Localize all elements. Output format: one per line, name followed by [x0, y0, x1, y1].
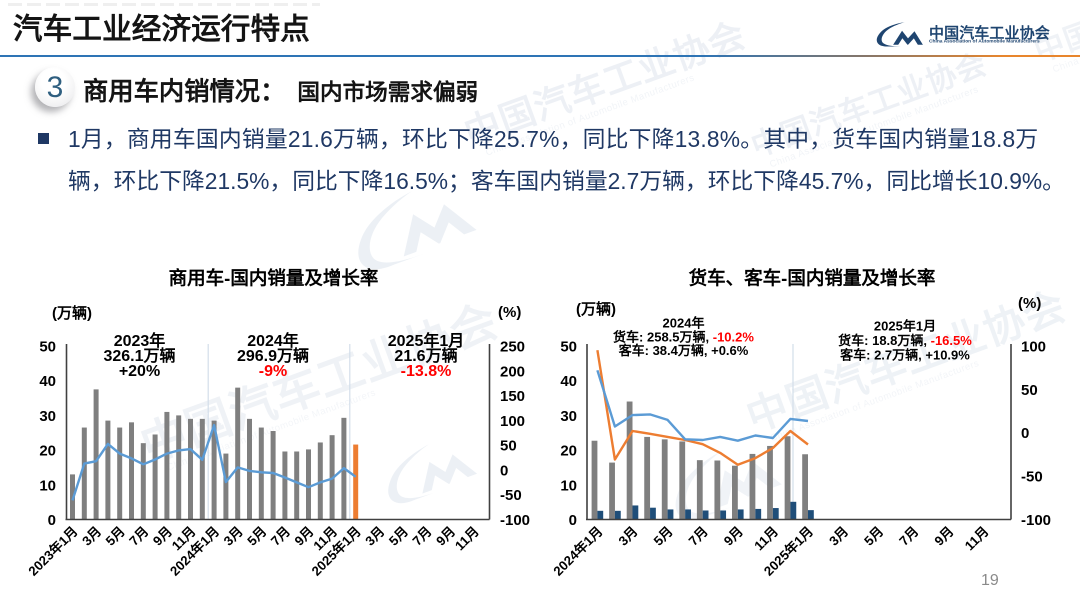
- svg-text:7月: 7月: [268, 524, 293, 549]
- svg-text:7月: 7月: [126, 524, 151, 549]
- svg-text:客车: 2.7万辆, +10.9%: 客车: 2.7万辆, +10.9%: [840, 348, 970, 363]
- svg-text:19: 19: [981, 572, 999, 589]
- svg-text:50: 50: [500, 438, 517, 455]
- svg-text:50: 50: [1021, 382, 1038, 399]
- svg-text:+20%: +20%: [119, 363, 160, 380]
- svg-text:-100: -100: [1021, 512, 1051, 529]
- svg-text:20: 20: [560, 443, 577, 460]
- svg-text:11月: 11月: [962, 524, 992, 554]
- svg-text:11月: 11月: [751, 524, 781, 554]
- svg-text:-9%: -9%: [259, 363, 287, 380]
- svg-text:商用车-国内销量及增长率: 商用车-国内销量及增长率: [169, 268, 379, 289]
- svg-text:100: 100: [1021, 339, 1046, 356]
- svg-text:40: 40: [560, 373, 577, 390]
- svg-text:11月: 11月: [452, 524, 482, 554]
- svg-text:货车: 258.5万辆, -10.2%: 货车: 258.5万辆, -10.2%: [613, 329, 754, 344]
- svg-text:10: 10: [560, 477, 577, 494]
- svg-text:7月: 7月: [686, 524, 711, 549]
- svg-text:150: 150: [500, 388, 525, 405]
- svg-text:-50: -50: [500, 487, 522, 504]
- svg-text:10: 10: [39, 477, 56, 494]
- svg-text:326.1万辆: 326.1万辆: [103, 346, 175, 365]
- svg-text:2023年: 2023年: [114, 331, 166, 350]
- svg-text:客车: 38.4万辆, +0.6%: 客车: 38.4万辆, +0.6%: [619, 343, 749, 358]
- svg-text:0: 0: [500, 462, 508, 479]
- svg-text:0: 0: [1021, 425, 1029, 442]
- svg-text:30: 30: [560, 408, 577, 425]
- svg-text:2025年1月: 2025年1月: [388, 331, 465, 350]
- svg-text:2023年1月: 2023年1月: [25, 523, 81, 579]
- svg-text:(%): (%): [1018, 295, 1041, 312]
- svg-text:-100: -100: [500, 512, 530, 529]
- svg-text:7月: 7月: [409, 524, 434, 549]
- svg-text:2024年: 2024年: [663, 316, 705, 331]
- svg-text:21.6万辆: 21.6万辆: [394, 346, 457, 365]
- svg-text:200: 200: [500, 363, 525, 380]
- svg-text:5月: 5月: [103, 524, 128, 549]
- svg-text:9月: 9月: [931, 524, 956, 549]
- svg-text:7月: 7月: [896, 524, 921, 549]
- svg-text:100: 100: [500, 413, 525, 430]
- svg-text:3月: 3月: [362, 524, 387, 549]
- svg-text:2024年1月: 2024年1月: [550, 523, 606, 579]
- svg-text:50: 50: [560, 339, 577, 356]
- svg-text:5月: 5月: [386, 524, 411, 549]
- svg-text:5月: 5月: [861, 524, 886, 549]
- svg-text:20: 20: [39, 443, 56, 460]
- svg-text:3月: 3月: [615, 524, 640, 549]
- svg-text:-50: -50: [1021, 469, 1043, 486]
- svg-text:0: 0: [48, 512, 56, 529]
- svg-text:30: 30: [39, 408, 56, 425]
- svg-text:(万辆): (万辆): [52, 304, 92, 322]
- svg-text:0: 0: [569, 512, 577, 529]
- svg-text:(%): (%): [498, 304, 521, 321]
- svg-text:40: 40: [39, 373, 56, 390]
- svg-text:-13.8%: -13.8%: [401, 363, 452, 380]
- svg-text:9月: 9月: [721, 524, 746, 549]
- svg-text:5月: 5月: [651, 524, 676, 549]
- svg-text:3月: 3月: [79, 524, 104, 549]
- svg-text:(万辆): (万辆): [576, 300, 616, 318]
- svg-text:2024年: 2024年: [247, 331, 299, 350]
- svg-text:3月: 3月: [826, 524, 851, 549]
- svg-text:250: 250: [500, 339, 525, 356]
- svg-text:296.9万辆: 296.9万辆: [237, 346, 309, 365]
- svg-text:5月: 5月: [244, 524, 269, 549]
- svg-text:50: 50: [39, 339, 56, 356]
- svg-text:货车、客车-国内销量及增长率: 货车、客车-国内销量及增长率: [689, 268, 936, 289]
- svg-text:2025年1月: 2025年1月: [874, 319, 936, 334]
- svg-text:货车: 18.8万辆, -16.5%: 货车: 18.8万辆, -16.5%: [838, 333, 972, 348]
- svg-text:3月: 3月: [221, 524, 246, 549]
